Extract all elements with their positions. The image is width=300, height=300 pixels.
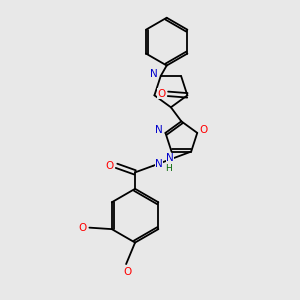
Text: N: N xyxy=(155,159,163,169)
Text: O: O xyxy=(200,125,208,135)
Text: O: O xyxy=(157,89,166,99)
Text: O: O xyxy=(124,267,132,277)
Text: O: O xyxy=(106,161,114,171)
Text: N: N xyxy=(150,70,158,80)
Text: O: O xyxy=(78,223,87,232)
Text: H: H xyxy=(165,164,172,173)
Text: N: N xyxy=(166,153,174,163)
Text: N: N xyxy=(155,125,163,136)
